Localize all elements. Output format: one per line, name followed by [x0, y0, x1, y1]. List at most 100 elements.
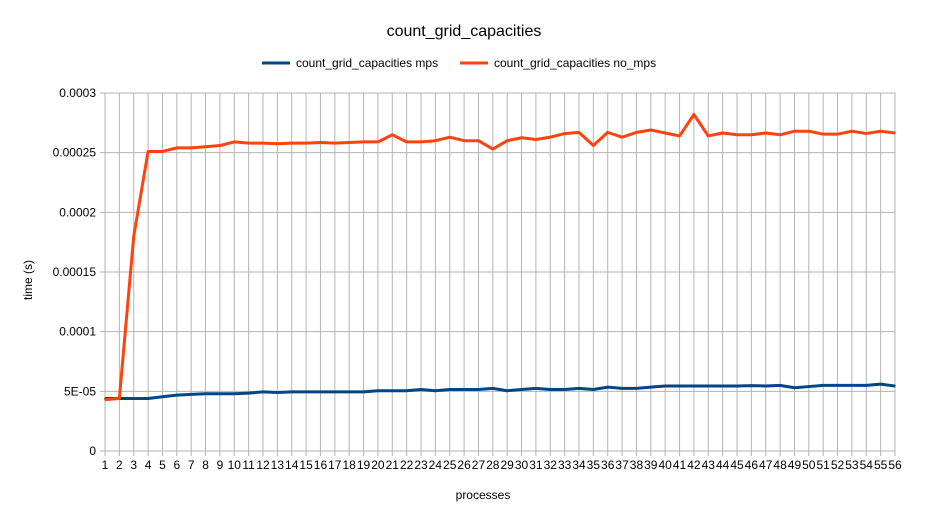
data-point: [564, 133, 566, 135]
y-tick-label: 0.0001: [59, 325, 96, 339]
y-tick-label: 0: [89, 444, 96, 458]
x-tick-label: 11: [242, 458, 255, 472]
x-tick-label: 49: [788, 458, 802, 472]
data-point: [162, 151, 164, 153]
data-point: [521, 389, 523, 391]
data-point: [607, 132, 609, 134]
x-tick-label: 52: [831, 458, 845, 472]
data-point: [449, 136, 451, 138]
data-point: [765, 385, 767, 387]
data-point: [248, 392, 250, 394]
data-point: [650, 129, 652, 131]
data-point: [377, 141, 379, 143]
data-point: [506, 390, 508, 392]
data-point: [219, 393, 221, 395]
data-point: [578, 132, 580, 134]
x-tick-label: 33: [558, 458, 572, 472]
x-tick-label: 40: [659, 458, 673, 472]
data-point: [736, 134, 738, 136]
x-tick-label: 44: [716, 458, 730, 472]
x-tick-label: 55: [874, 458, 888, 472]
data-point: [822, 133, 824, 135]
data-point: [391, 134, 393, 136]
x-axis-label: processes: [456, 488, 511, 502]
data-point: [837, 133, 839, 135]
data-point: [492, 388, 494, 390]
x-tick-label: 45: [730, 458, 744, 472]
x-tick-label: 41: [673, 458, 687, 472]
x-tick-label: 10: [228, 458, 242, 472]
data-point: [722, 385, 724, 387]
x-tick-label: 38: [630, 458, 644, 472]
data-point: [865, 133, 867, 135]
x-tick-label: 24: [429, 458, 443, 472]
data-point: [334, 142, 336, 144]
x-tick-label: 3: [130, 458, 137, 472]
data-point: [463, 389, 465, 391]
data-point: [478, 389, 480, 391]
data-point: [765, 132, 767, 134]
data-point: [664, 132, 666, 134]
data-point: [664, 385, 666, 387]
data-point: [363, 391, 365, 393]
x-tick-label: 23: [414, 458, 428, 472]
data-point: [435, 390, 437, 392]
data-point: [779, 385, 781, 387]
x-tick-label: 20: [371, 458, 385, 472]
data-point: [880, 383, 882, 385]
x-tick-label: 34: [572, 458, 586, 472]
data-point: [837, 385, 839, 387]
data-point: [607, 386, 609, 388]
data-point: [865, 385, 867, 387]
data-point: [549, 136, 551, 138]
data-point: [593, 389, 595, 391]
data-point: [104, 399, 106, 401]
data-point: [650, 386, 652, 388]
data-point: [233, 141, 235, 143]
data-point: [277, 392, 279, 394]
x-tick-label: 16: [314, 458, 328, 472]
x-tick-label: 51: [817, 458, 831, 472]
data-point: [492, 148, 494, 150]
data-point: [420, 389, 422, 391]
series-line-no-mps: [105, 114, 895, 399]
data-point: [233, 393, 235, 395]
data-point: [621, 388, 623, 390]
data-point: [636, 132, 638, 134]
x-tick-label: 22: [400, 458, 414, 472]
data-point: [420, 141, 422, 143]
x-tick-label: 43: [702, 458, 716, 472]
data-point: [693, 385, 695, 387]
data-point: [463, 140, 465, 142]
y-tick-label: 0.00025: [53, 146, 97, 160]
data-point: [305, 142, 307, 144]
data-point: [506, 140, 508, 142]
x-tick-label: 28: [486, 458, 500, 472]
data-point: [707, 385, 709, 387]
x-tick-label: 50: [802, 458, 816, 472]
data-point: [176, 394, 178, 396]
data-point: [119, 398, 121, 400]
data-point: [751, 385, 753, 387]
legend: count_grid_capacities mps count_grid_cap…: [262, 56, 656, 70]
x-tick-label: 5: [159, 458, 166, 472]
data-point: [406, 141, 408, 143]
data-point: [578, 388, 580, 390]
data-point: [535, 388, 537, 390]
data-point: [219, 145, 221, 147]
chart-title: count_grid_capacities: [387, 23, 542, 40]
x-tick-label: 30: [515, 458, 529, 472]
x-tick-label: 1: [102, 458, 109, 472]
data-point: [621, 136, 623, 138]
data-point: [851, 130, 853, 132]
data-point: [851, 385, 853, 387]
data-point: [722, 132, 724, 134]
x-tick-label: 29: [501, 458, 515, 472]
data-point: [190, 394, 192, 396]
data-point: [894, 385, 896, 387]
x-tick-label: 39: [644, 458, 658, 472]
data-point: [162, 396, 164, 398]
data-point: [894, 132, 896, 134]
data-point: [593, 145, 595, 147]
